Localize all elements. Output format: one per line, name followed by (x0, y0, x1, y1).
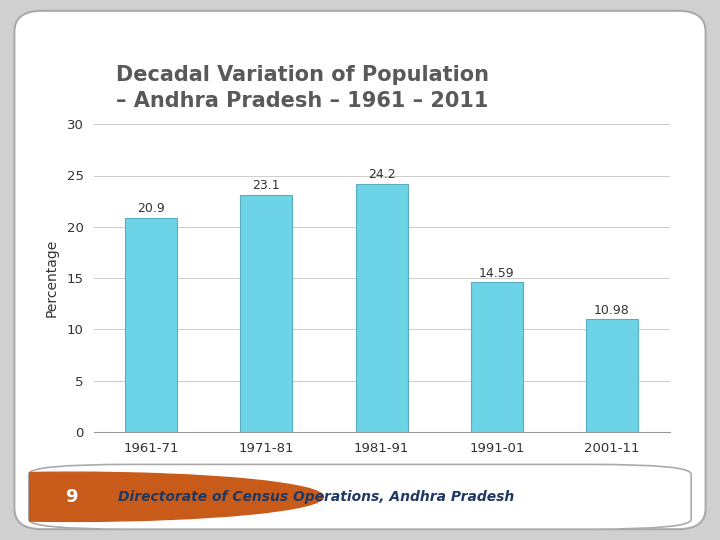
Text: 24.2: 24.2 (368, 168, 395, 181)
Bar (356, 184, 408, 432)
Text: Decadal Variation of Population
– Andhra Pradesh – 1961 – 2011: Decadal Variation of Population – Andhra… (116, 65, 489, 111)
Y-axis label: Percentage: Percentage (45, 239, 58, 317)
Bar (586, 319, 638, 432)
Circle shape (0, 472, 323, 522)
Bar (471, 282, 523, 432)
Bar (125, 218, 177, 432)
Text: 9: 9 (66, 488, 78, 506)
Text: 14.59: 14.59 (479, 267, 515, 280)
Text: 10.98: 10.98 (594, 304, 630, 317)
Text: 23.1: 23.1 (253, 179, 280, 192)
FancyBboxPatch shape (14, 11, 706, 529)
Bar (240, 195, 292, 432)
Text: 20.9: 20.9 (138, 202, 165, 215)
Text: Directorate of Census Operations, Andhra Pradesh: Directorate of Census Operations, Andhra… (118, 490, 515, 504)
FancyBboxPatch shape (29, 464, 691, 529)
